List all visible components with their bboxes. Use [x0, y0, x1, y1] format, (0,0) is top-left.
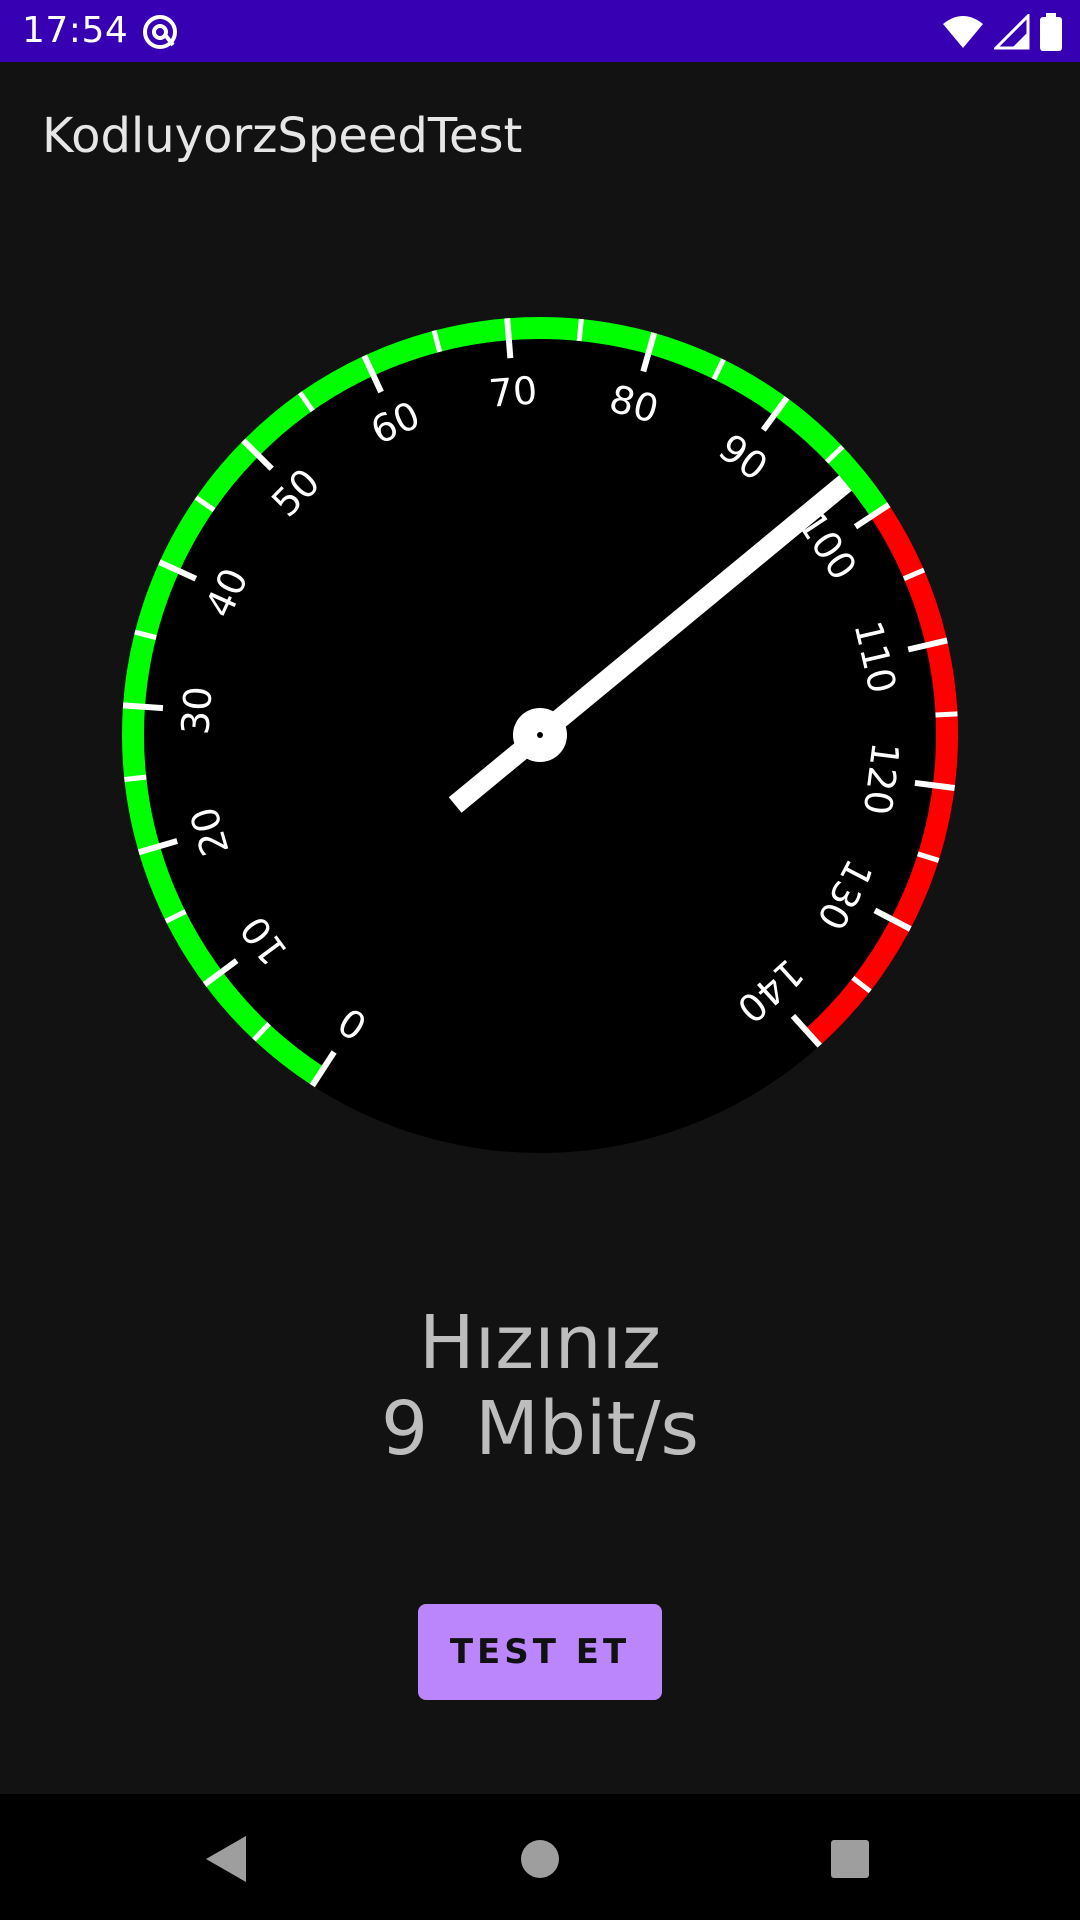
gauge-tick-label: 70: [487, 368, 539, 416]
gauge-minor-tick: [851, 975, 872, 994]
gauge-major-tick: [640, 332, 658, 373]
gauge-major-tick: [907, 637, 948, 653]
gauge-minor-tick: [431, 330, 443, 353]
status-time: 17:54: [22, 10, 129, 51]
gauge-minor-tick: [164, 909, 187, 924]
battery-icon: [1040, 13, 1062, 51]
recents-icon[interactable]: [815, 1824, 885, 1894]
gauge-minor-tick: [902, 567, 926, 581]
nav-bar: [0, 1794, 1080, 1920]
gauge-tick-label: 30: [173, 685, 220, 736]
speed-value: 9 Mbit/s: [380, 1386, 699, 1472]
home-icon[interactable]: [505, 1824, 575, 1894]
gauge-major-tick: [853, 502, 891, 530]
gauge-minor-tick: [297, 391, 315, 413]
gauge-major-tick: [914, 779, 956, 791]
gauge-major-tick: [122, 702, 164, 712]
gauge-minor-tick: [916, 851, 940, 863]
status-bar: 17:54: [0, 0, 1080, 62]
gauge-major-tick: [361, 354, 384, 394]
gauge-major-tick: [790, 1013, 822, 1048]
gauge-minor-tick: [711, 358, 726, 381]
gauge-major-tick: [137, 838, 179, 856]
speed-label: Hızınız: [419, 1300, 661, 1386]
gauge-major-tick: [241, 438, 274, 471]
gauge-minor-tick: [124, 774, 147, 782]
cell-signal-icon: [994, 14, 1030, 50]
gauge-major-tick: [158, 559, 198, 582]
wifi-icon: [943, 16, 983, 48]
gauge-tick-label: 120: [855, 740, 908, 818]
gauge-minor-tick: [252, 1022, 271, 1042]
test-button[interactable]: TEST ET: [418, 1604, 662, 1700]
gauge-minor-tick: [576, 318, 584, 342]
gauge-major-tick: [309, 1050, 337, 1088]
back-icon[interactable]: [192, 1824, 262, 1894]
gauge-major-tick: [760, 395, 790, 432]
gauge-needle-pin: [537, 732, 543, 738]
gauge-major-tick: [202, 958, 239, 987]
gauge-minor-tick: [134, 629, 157, 640]
app-title: KodluyorzSpeedTest: [42, 108, 523, 164]
gauge-minor-tick: [825, 444, 845, 464]
gauge-major-tick: [504, 318, 514, 359]
gauge-minor-tick: [935, 711, 958, 718]
gauge-minor-tick: [194, 495, 216, 513]
gauge-major-tick: [873, 907, 912, 932]
at-sign-icon: [143, 15, 177, 49]
